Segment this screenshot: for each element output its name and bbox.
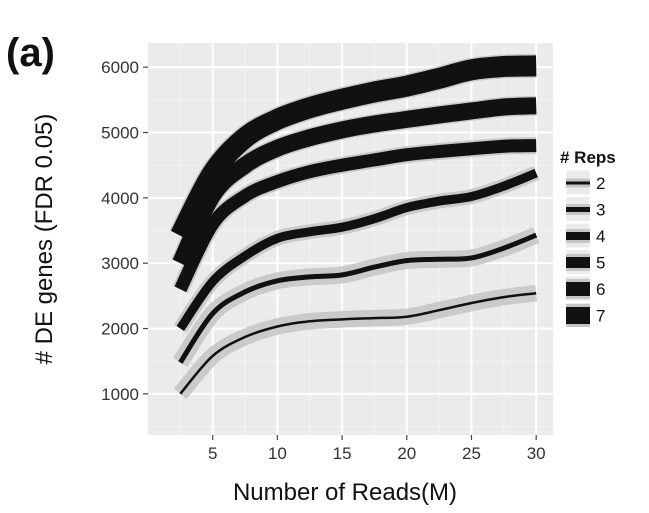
y-axis-title: # DE genes (FDR 0.05)	[31, 114, 58, 365]
y-tick-label: 3000	[101, 254, 139, 273]
y-tick-label: 2000	[101, 320, 139, 339]
x-axis-title: Number of Reads(M)	[233, 479, 457, 506]
legend-label: 4	[596, 227, 605, 246]
y-tick-label: 5000	[101, 124, 139, 143]
series-line-2	[179, 291, 537, 395]
series-line-5	[174, 139, 537, 293]
legend-label: 2	[596, 174, 605, 193]
x-tick-label: 20	[397, 444, 416, 463]
series-line-4	[176, 168, 538, 332]
y-tick-labels: 1000 2000 3000 4000 5000 6000	[101, 58, 148, 404]
legend: # Reps 2 3 4 5 6 7	[560, 148, 616, 328]
series-line-6	[172, 97, 537, 267]
x-tick-label: 5	[208, 444, 217, 463]
legend-label: 5	[596, 254, 605, 273]
x-tick-label: 25	[462, 444, 481, 463]
y-tick-label: 6000	[101, 58, 139, 77]
series-lines	[170, 55, 538, 395]
panel-label: (a)	[6, 31, 55, 75]
y-tick-label: 1000	[101, 385, 139, 404]
plot-panel	[148, 43, 553, 435]
x-tick-labels: 5 10 15 20 25 30	[208, 435, 546, 463]
x-tick-label: 15	[333, 444, 352, 463]
legend-label: 3	[596, 201, 605, 220]
x-tick-label: 30	[527, 444, 546, 463]
y-tick-label: 4000	[101, 189, 139, 208]
series-line-7	[170, 55, 537, 241]
x-tick-label: 10	[268, 444, 287, 463]
series-line-3	[178, 232, 538, 364]
legend-label: 7	[596, 307, 605, 326]
legend-label: 6	[596, 280, 605, 299]
legend-title: # Reps	[560, 148, 616, 167]
